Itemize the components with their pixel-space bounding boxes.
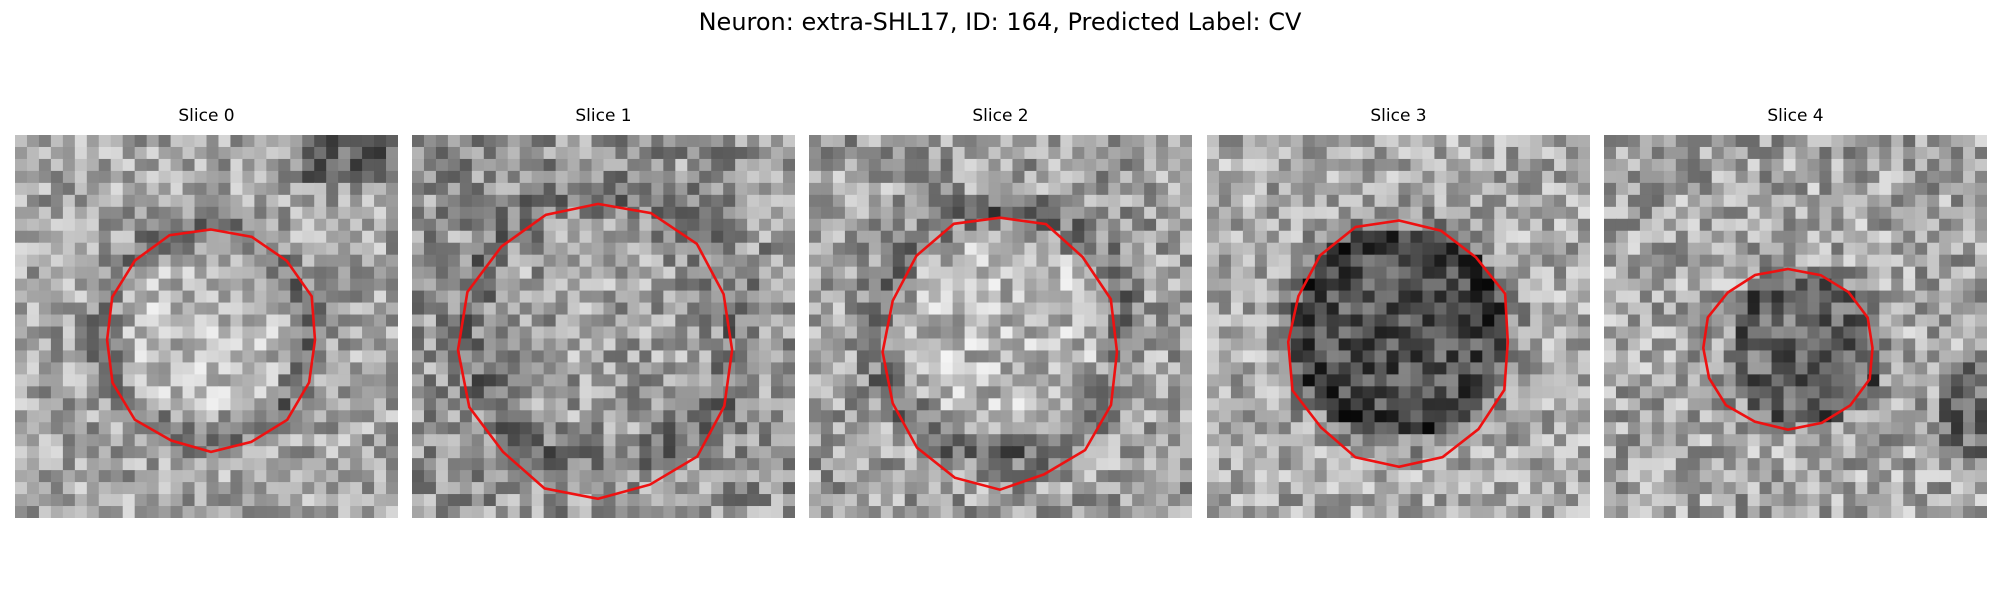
slice-image-0 <box>15 135 398 518</box>
slice-panel-4: Slice 4 <box>1604 105 1987 127</box>
pixel-grid <box>1207 135 1590 518</box>
slice-image-3 <box>1207 135 1590 518</box>
slice-image-2 <box>809 135 1192 518</box>
slice-title: Slice 2 <box>809 105 1192 127</box>
slice-image-4 <box>1604 135 1987 518</box>
slice-title: Slice 4 <box>1604 105 1987 127</box>
pixel-grid <box>1604 135 1987 518</box>
slice-image-1 <box>412 135 795 518</box>
slice-panel-1: Slice 1 <box>412 105 795 127</box>
slice-title: Slice 1 <box>412 105 795 127</box>
slice-title: Slice 0 <box>15 105 398 127</box>
pixel-grid <box>15 135 398 518</box>
slice-panel-2: Slice 2 <box>809 105 1192 127</box>
pixel-grid <box>809 135 1192 518</box>
pixel-grid <box>412 135 795 518</box>
slice-panel-0: Slice 0 <box>15 105 398 127</box>
slice-title: Slice 3 <box>1207 105 1590 127</box>
figure-title: Neuron: extra-SHL17, ID: 164, Predicted … <box>0 6 2000 38</box>
slice-panel-3: Slice 3 <box>1207 105 1590 127</box>
